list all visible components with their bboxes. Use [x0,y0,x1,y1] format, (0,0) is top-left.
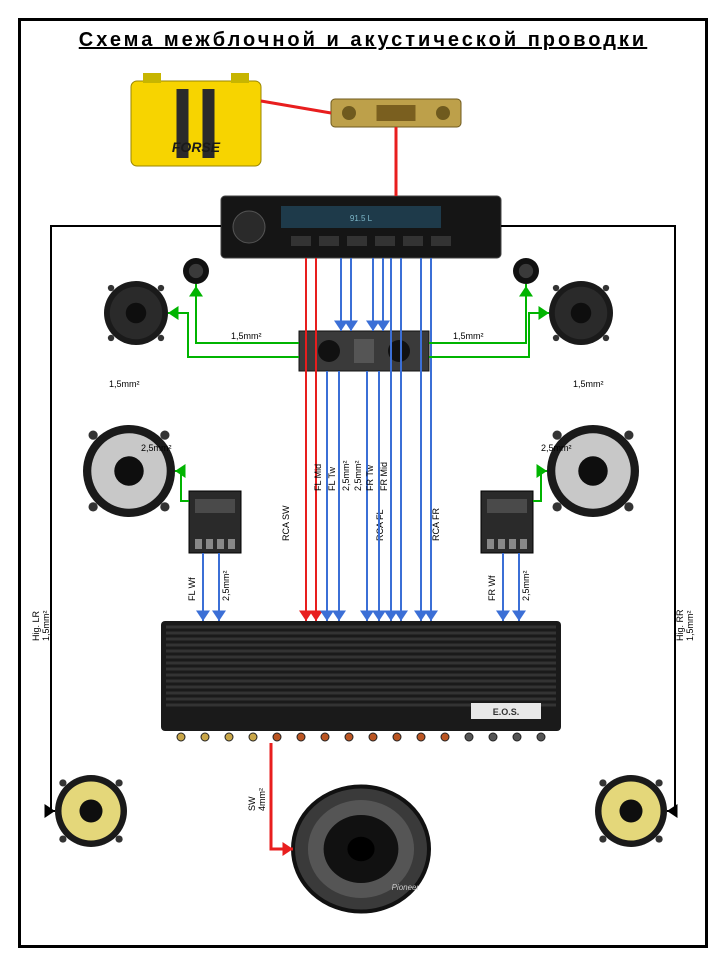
svg-text:1,5mm²: 1,5mm² [109,379,140,389]
svg-text:FR Tw: FR Tw [365,465,375,491]
svg-text:FL Mid: FL Mid [313,464,323,491]
svg-text:RCA FR: RCA FR [431,507,441,541]
svg-text:FR Mid: FR Mid [379,462,389,491]
svg-text:2,5mm²: 2,5mm² [541,443,572,453]
svg-text:1,5mm²: 1,5mm² [231,331,262,341]
svg-text:FORSE: FORSE [172,139,221,155]
svg-text:1,5mm²: 1,5mm² [685,610,695,641]
diagram-frame: Схема межблочной и акустической проводки… [18,18,708,948]
wiring-diagram: FORSE 91.5 L E.O.S. Pioneer RCA SW SW4mm² Hig.… [21,21,705,945]
svg-text:2,5mm²: 2,5mm² [141,443,172,453]
svg-text:91.5 L: 91.5 L [350,214,373,223]
svg-text:4mm²: 4mm² [257,788,267,811]
svg-text:1,5mm²: 1,5mm² [573,379,604,389]
svg-text:2,5mm²: 2,5mm² [221,570,231,601]
svg-text:SW: SW [247,796,257,811]
svg-text:Hig. RR: Hig. RR [675,609,685,641]
svg-text:1,5mm²: 1,5mm² [41,610,51,641]
svg-text:1,5mm²: 1,5mm² [453,331,484,341]
svg-text:Hig. LR: Hig. LR [31,610,41,641]
svg-text:RCA SW: RCA SW [281,505,291,541]
svg-text:FL Tw: FL Tw [327,466,337,491]
svg-text:2,5mm²: 2,5mm² [521,570,531,601]
svg-text:FR Wf: FR Wf [487,575,497,601]
svg-text:2,5mm²: 2,5mm² [353,460,363,491]
svg-text:Pioneer: Pioneer [392,883,420,892]
svg-text:E.O.S.: E.O.S. [493,707,520,717]
svg-text:2,5mm²: 2,5mm² [341,460,351,491]
svg-text:FL Wf: FL Wf [187,577,197,601]
